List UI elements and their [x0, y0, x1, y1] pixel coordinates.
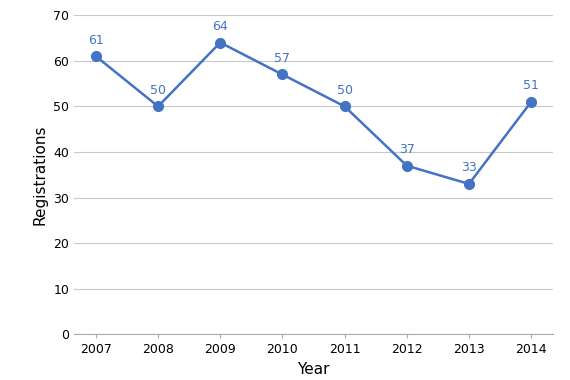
Text: 50: 50 [337, 84, 353, 97]
Text: 37: 37 [399, 143, 415, 156]
Text: 64: 64 [213, 20, 228, 33]
Text: 57: 57 [274, 52, 290, 65]
X-axis label: Year: Year [297, 362, 330, 377]
Text: 50: 50 [150, 84, 166, 97]
Text: 51: 51 [523, 79, 539, 92]
Text: 33: 33 [461, 161, 477, 174]
Y-axis label: Registrations: Registrations [32, 125, 48, 225]
Text: 61: 61 [88, 33, 104, 46]
